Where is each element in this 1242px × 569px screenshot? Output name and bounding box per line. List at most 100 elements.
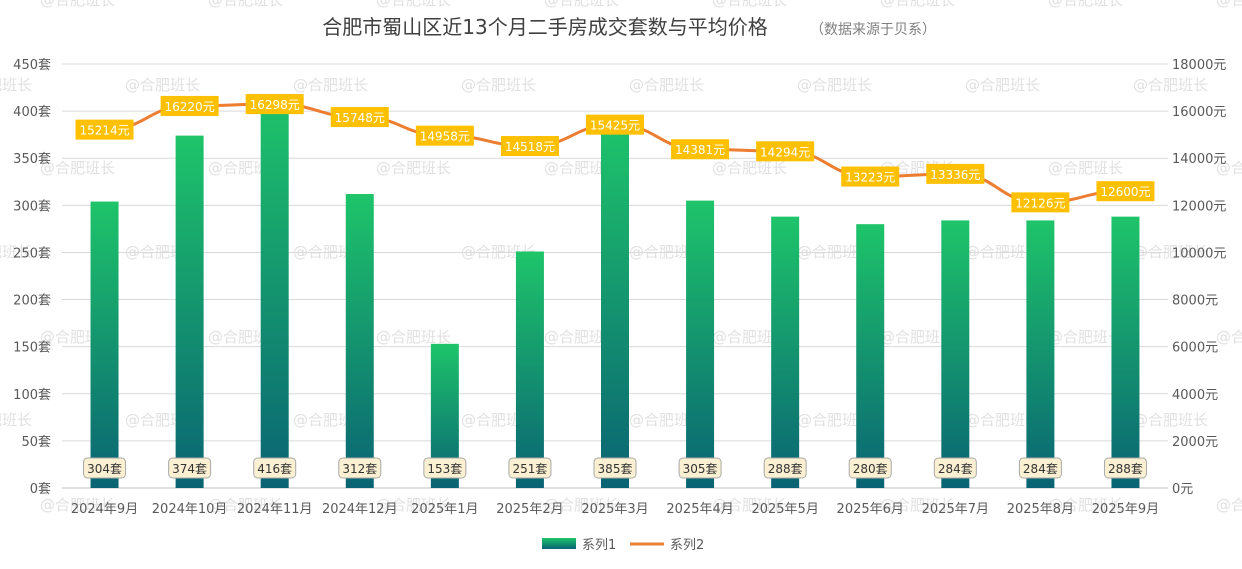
watermark-text: @合肥班长 xyxy=(1048,328,1123,346)
watermark-text: @合肥班长 xyxy=(880,496,955,514)
watermark-text: @合肥班长 xyxy=(461,76,536,94)
watermark-text: @合肥班长 xyxy=(1048,0,1123,9)
y-right-tick-label: 6000元 xyxy=(1172,341,1218,356)
bar-data-label: 304套 xyxy=(83,457,127,479)
bar-data-label: 288套 xyxy=(1103,457,1147,479)
bar-label-text: 153套 xyxy=(427,462,462,476)
line-label-box xyxy=(841,166,900,187)
line-label-box xyxy=(1011,192,1070,213)
bar-label-box xyxy=(83,457,127,479)
bar xyxy=(175,135,204,488)
watermark-text: @合肥班长 xyxy=(629,76,704,94)
line-data-label: 13223元 xyxy=(841,166,900,187)
y-left-tick-label: 200套 xyxy=(13,293,51,309)
x-tick-label: 2025年9月 xyxy=(1092,502,1159,517)
line-label-text: 14294元 xyxy=(760,145,810,159)
y-left-tick-label: 250套 xyxy=(13,245,51,261)
watermark-text: @合肥班长 xyxy=(712,496,787,514)
line-label-box xyxy=(500,136,559,157)
y-right-tick-label: 16000元 xyxy=(1172,105,1226,120)
line-label-box xyxy=(415,125,474,146)
line-label-box xyxy=(75,119,134,140)
watermark-text: @合肥班长 xyxy=(544,496,619,514)
line-data-label: 14958元 xyxy=(415,125,474,146)
line-label-text: 14518元 xyxy=(505,140,555,154)
bar-label-box xyxy=(678,457,722,479)
watermark-text: @合肥班长 xyxy=(208,496,283,514)
watermark-text: @合肥班长 xyxy=(1048,496,1123,514)
watermark-text: @合肥班长 xyxy=(965,76,1040,94)
watermark-text: @合肥班长 xyxy=(125,76,200,94)
bar-label-box xyxy=(168,457,212,479)
watermark-text: @合肥班长 xyxy=(376,0,451,9)
line-data-label: 14518元 xyxy=(500,136,559,157)
bar-label-text: 304套 xyxy=(87,462,122,476)
bar-label-text: 288套 xyxy=(1108,462,1143,476)
axes: 0套 50套 100套 150套 200套 250套 300套 350套 400套 450套 0元 2… xyxy=(13,57,1226,517)
y-left-tick-label: 100套 xyxy=(13,387,51,403)
line-data-label: 14381元 xyxy=(671,139,730,160)
x-tick-label: 2025年4月 xyxy=(666,502,733,517)
watermark-text: @合肥班长 xyxy=(1216,159,1242,177)
bar xyxy=(90,201,119,488)
line-label-box xyxy=(1096,181,1155,202)
y-left-tick-label: 150套 xyxy=(13,340,51,356)
bar-label-box xyxy=(508,457,552,479)
watermark-text: @合肥班长 xyxy=(712,159,787,177)
y-right-tick-label: 14000元 xyxy=(1172,152,1226,167)
bar-label-text: 312套 xyxy=(342,462,377,476)
chart-subtitle: （数据来源于贝系） xyxy=(810,22,936,38)
bar-data-label: 251套 xyxy=(508,457,552,479)
bar xyxy=(515,251,544,488)
bar xyxy=(1026,220,1055,489)
y-right-tick-label: 4000元 xyxy=(1172,388,1218,403)
bar xyxy=(1111,216,1140,488)
bar-label-text: 288套 xyxy=(768,462,803,476)
y-left-tick-label: 300套 xyxy=(13,198,51,214)
watermark-text: @合肥班长 xyxy=(712,328,787,346)
x-tick-label: 2025年1月 xyxy=(411,502,478,517)
watermark-text: @合肥班长 xyxy=(40,0,115,9)
chart-title: 合肥市蜀山区近13个月二手房成交套数与平均价格 xyxy=(322,15,767,39)
line-label-text: 13223元 xyxy=(845,171,895,185)
watermark-text: @合肥班长 xyxy=(965,411,1040,429)
y-right-tick-label: 10000元 xyxy=(1172,246,1226,261)
line-label-box xyxy=(671,139,730,160)
line-label-box xyxy=(586,114,644,135)
line-label-text: 15214元 xyxy=(79,124,129,138)
x-tick-label: 2025年2月 xyxy=(496,502,563,517)
y-left-tick-label: 350套 xyxy=(13,151,51,167)
line-label-box xyxy=(756,141,815,162)
bar-label-box xyxy=(848,457,892,479)
watermark-text: @合肥班长 xyxy=(376,159,451,177)
legend: 系列1 系列2 xyxy=(542,538,704,553)
watermark-text: @合肥班长 xyxy=(40,496,115,514)
watermark-text: @合肥班长 xyxy=(544,0,619,9)
watermark-text: @合肥班长 xyxy=(376,496,451,514)
bar-data-label: 312套 xyxy=(338,457,382,479)
watermark-text: @合肥班长 xyxy=(1133,76,1208,94)
watermark-text: @合肥班长 xyxy=(544,328,619,346)
bar-label-text: 416套 xyxy=(257,462,292,476)
watermark-text: @合肥班长 xyxy=(629,411,704,429)
line-label-text: 12126元 xyxy=(1015,196,1065,210)
watermark-text: @合肥班长 xyxy=(797,411,872,429)
bar-label-box xyxy=(593,457,637,479)
bar-data-label: 284套 xyxy=(1018,457,1062,479)
legend-label-series2: 系列2 xyxy=(670,538,704,553)
bar xyxy=(260,96,289,488)
x-tick-label: 2025年6月 xyxy=(837,502,904,517)
watermark-text: @合肥班长 xyxy=(1216,328,1242,346)
watermark-text: @合肥班长 xyxy=(0,411,32,429)
x-tick-label: 2024年9月 xyxy=(71,502,138,517)
watermark-text: @合肥班长 xyxy=(40,159,115,177)
bar-data-label: 305套 xyxy=(678,457,722,479)
bar-data-label: 288套 xyxy=(763,457,807,479)
watermark-text: @合肥班长 xyxy=(208,0,283,9)
watermark-text: @合肥班长 xyxy=(797,76,872,94)
y-left-tick-label: 0套 xyxy=(30,481,51,497)
x-tick-label: 2025年7月 xyxy=(922,502,989,517)
line-label-box xyxy=(330,107,389,128)
bar-label-box xyxy=(1018,457,1062,479)
line-label-text: 15425元 xyxy=(590,119,640,133)
